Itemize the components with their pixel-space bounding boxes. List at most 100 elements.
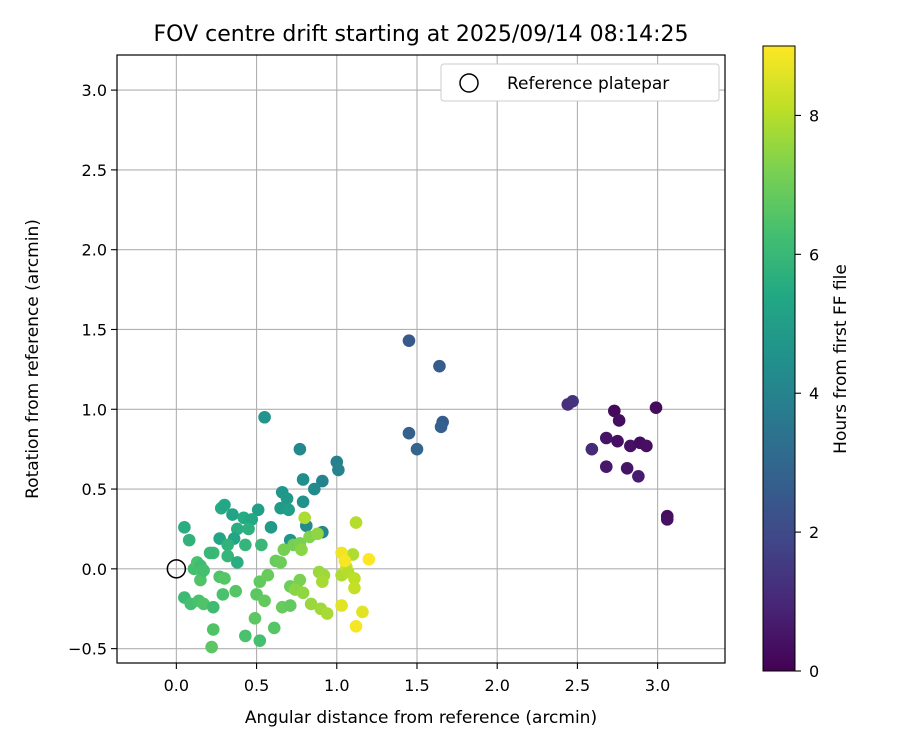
colorbar-label: Hours from first FF file (831, 264, 851, 454)
y-tick-label: 0.0 (82, 560, 107, 579)
data-point (640, 439, 653, 453)
data-point (261, 568, 275, 582)
data-point (245, 513, 259, 526)
data-point (624, 439, 637, 453)
data-point (206, 623, 220, 636)
data-point (264, 521, 278, 534)
data-point (221, 549, 234, 563)
data-point (229, 584, 243, 598)
y-tick-label: 3.0 (82, 81, 107, 100)
data-point (293, 573, 307, 587)
grid-lines (117, 55, 725, 663)
colorbar-tick-label: 8 (809, 106, 819, 125)
data-point (197, 564, 210, 577)
data-point (433, 359, 446, 373)
plot-frame (116, 54, 726, 664)
colorbar-tick-label: 4 (809, 384, 819, 403)
data-point (258, 410, 271, 424)
data-point (274, 556, 287, 569)
data-point (402, 334, 416, 347)
x-tick-label: 3.0 (645, 676, 670, 695)
data-point (253, 634, 267, 647)
data-point (182, 533, 196, 547)
data-point (298, 511, 311, 525)
colorbar-ticks: 0 2 4 6 8 (795, 106, 819, 681)
data-point (320, 607, 334, 620)
data-point (620, 462, 634, 475)
data-point (585, 442, 599, 456)
data-point (338, 554, 352, 568)
data-point (248, 612, 262, 625)
data-point (611, 434, 624, 448)
data-point (293, 442, 307, 456)
data-point (316, 575, 329, 588)
data-point (277, 543, 291, 556)
legend-label: Reference platepar (507, 74, 669, 94)
data-point (267, 621, 281, 635)
data-point (304, 597, 318, 611)
x-tick-label: 1.5 (404, 676, 429, 695)
data-point (362, 552, 376, 566)
y-tick-label: 0.5 (82, 480, 107, 499)
data-point (410, 442, 424, 456)
data-point (308, 482, 321, 496)
colorbar-tick-label: 0 (809, 662, 819, 681)
colorbar-tick-label: 2 (809, 523, 819, 542)
data-point (282, 503, 295, 517)
data-point (311, 527, 324, 541)
data-point (599, 460, 613, 474)
data-point (239, 538, 252, 552)
colorbar-gradient (762, 45, 796, 672)
y-tick-label: 2.0 (82, 241, 107, 260)
x-tick-label: 0.5 (244, 676, 269, 695)
data-point (349, 619, 363, 633)
data-point (226, 508, 239, 521)
data-point (332, 463, 345, 477)
data-point (194, 573, 207, 587)
y-tick-label: 2.5 (82, 161, 107, 180)
x-tick-label: 2.5 (565, 676, 590, 695)
data-point (231, 522, 244, 536)
data-point (197, 597, 210, 611)
legend-box (440, 63, 720, 102)
data-point (178, 521, 191, 534)
data-point (608, 404, 621, 418)
data-point (296, 473, 310, 486)
data-point (295, 543, 308, 556)
y-tick-label: −0.5 (68, 640, 107, 659)
data-point (251, 503, 265, 517)
data-point (218, 572, 231, 585)
legend-marker (459, 73, 479, 93)
legend: Reference platepar (440, 63, 720, 102)
data-point (434, 420, 448, 434)
x-axis-ticks: 0.0 0.5 1.0 1.5 2.0 2.5 3.0 (164, 663, 670, 695)
data-point (205, 640, 218, 654)
y-tick-label: 1.0 (82, 400, 107, 419)
data-point (258, 594, 271, 608)
data-point (203, 546, 217, 560)
data-point (356, 605, 369, 619)
reference-platepar-marker (166, 559, 187, 579)
data-point (216, 588, 230, 601)
data-point (348, 572, 361, 585)
y-tick-label: 1.5 (82, 320, 107, 339)
data-point (660, 513, 674, 526)
data-point (649, 401, 663, 414)
data-point (316, 474, 329, 488)
x-axis-label: Angular distance from reference (arcmin) (245, 708, 597, 728)
data-point (255, 538, 268, 552)
data-point (296, 495, 310, 509)
data-point (280, 492, 294, 505)
data-point (335, 599, 348, 612)
data-point (632, 469, 645, 483)
data-point (283, 599, 297, 612)
data-point (242, 522, 255, 536)
colorbar: 0 2 4 6 8 Hours from first FF file (762, 45, 851, 681)
data-point (296, 586, 310, 600)
data-point (348, 581, 361, 595)
data-point (218, 498, 231, 512)
y-axis-ticks: −0.5 0.0 0.5 1.0 1.5 2.0 2.5 3.0 (68, 81, 117, 659)
data-point (612, 414, 626, 427)
